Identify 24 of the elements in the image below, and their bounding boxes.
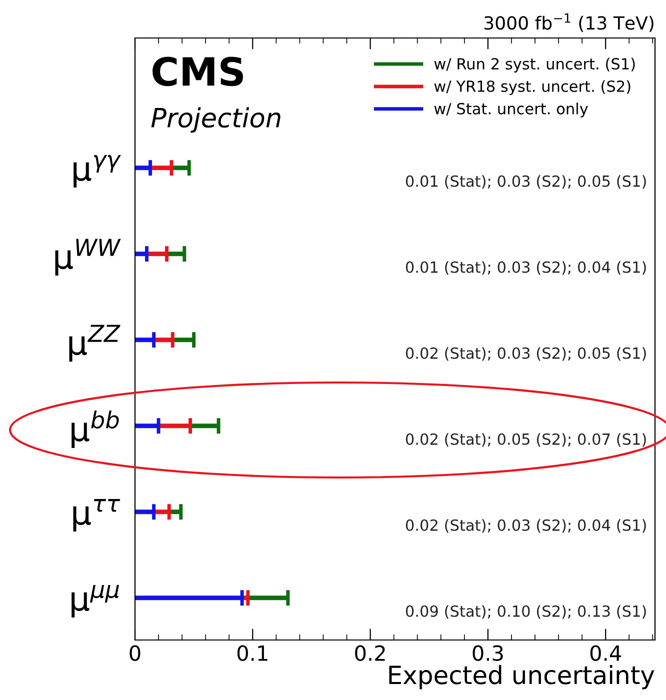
y-tick-label: μ$^{WW}$ [55, 238, 121, 276]
x-tick-label: 0.3 [472, 645, 503, 661]
y-tick-label: μ$^{μμ}$ [72, 585, 119, 618]
x-tick-label: 0.1 [237, 645, 268, 661]
y-tick-label: μ$^{γγ}$ [74, 155, 121, 188]
y-tick-label: μ$^{ZZ}$ [69, 324, 120, 362]
y-tick-label: μ$^{bb}$ [72, 410, 119, 448]
y-tick-label: μ$^{ττ}$ [73, 499, 120, 532]
chart-subtitle: 3000 fb$^{−1}$ (13 TeV) [484, 13, 654, 32]
annotation: 0.01 (Stat); 0.03 (S2); 0.05 (S1) [406, 175, 646, 189]
legend-label: w/ Stat. uncert. only [434, 102, 588, 118]
x-tick-label: 0 [130, 645, 140, 661]
annotation: 0.02 (Stat); 0.03 (S2); 0.05 (S1) [406, 347, 646, 361]
annotation: 0.02 (Stat); 0.05 (S2); 0.07 (S1) [406, 433, 646, 447]
x-tick-label: 0.2 [355, 645, 385, 661]
text: Projection [151, 107, 280, 133]
annotation: 0.01 (Stat); 0.03 (S2); 0.04 (S1) [406, 261, 646, 275]
annotation: 0.02 (Stat); 0.03 (S2); 0.04 (S1) [406, 519, 646, 533]
x-tick-label: 0.4 [590, 645, 621, 661]
x-axis-title: Expected uncertainty [389, 665, 654, 690]
text: CMS [152, 56, 243, 86]
legend-label: w/ Run 2 syst. uncert. (S1) [434, 58, 635, 73]
annotation: 0.09 (Stat); 0.10 (S2); 0.13 (S1) [406, 605, 646, 619]
legend-label: w/ YR18 syst. uncert. (S2) [434, 80, 630, 95]
